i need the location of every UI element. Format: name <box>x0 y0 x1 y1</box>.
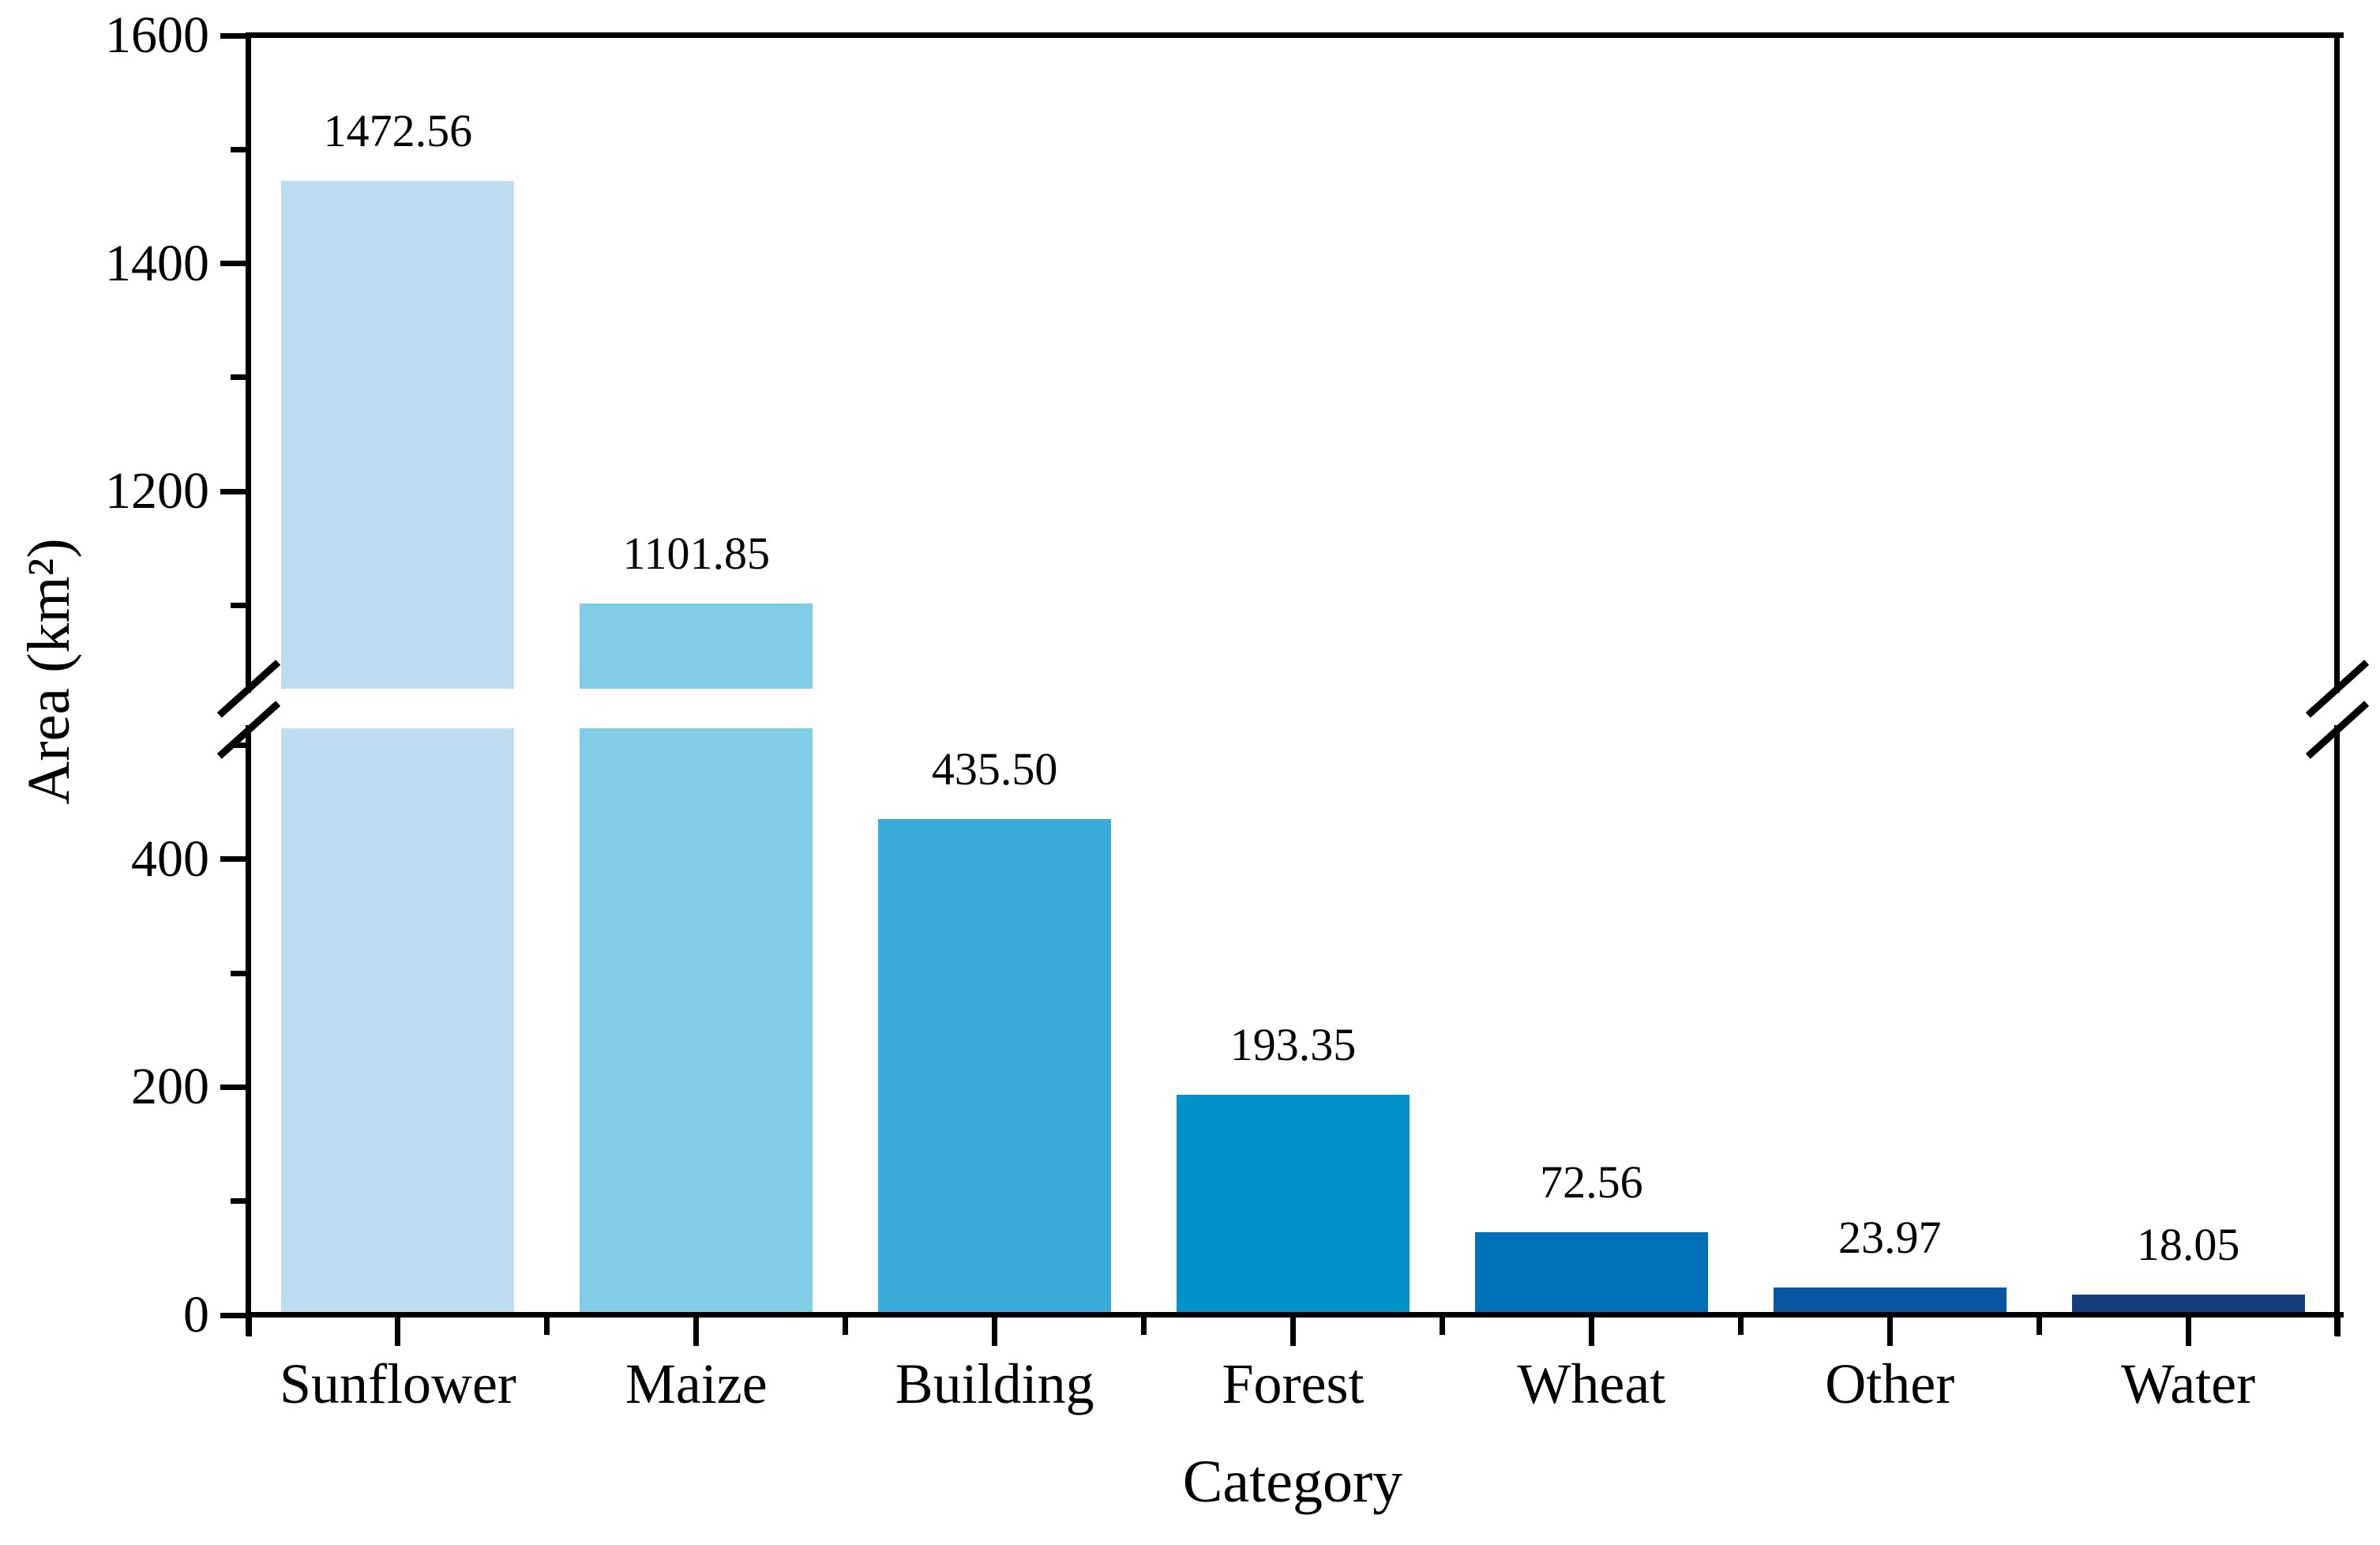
y-tick-minor <box>230 970 246 976</box>
bar-value-label: 435.50 <box>931 742 1058 795</box>
y-tick-label: 0 <box>183 1286 209 1344</box>
y-tick-minor <box>230 742 246 749</box>
bar-value-label: 18.05 <box>2136 1218 2240 1270</box>
bar <box>1177 1095 1410 1315</box>
y-axis-upper-segment <box>246 32 251 693</box>
x-tick-minor <box>544 1318 550 1335</box>
right-axis-upper-segment <box>2334 32 2340 693</box>
y-tick-major <box>220 1312 246 1318</box>
y-axis-title: Area (km²) <box>16 538 82 805</box>
x-axis-corner-tick-left <box>246 1318 252 1336</box>
x-axis-title: Category <box>1182 1449 1403 1515</box>
y-tick-minor <box>230 374 246 381</box>
bar-upper-segment <box>580 603 813 689</box>
x-tick-minor <box>1439 1318 1445 1335</box>
x-tick-major <box>693 1318 700 1346</box>
y-tick-label: 1600 <box>105 6 209 64</box>
y-axis-lower-segment <box>246 725 251 1336</box>
bar-value-label: 1101.85 <box>622 527 770 579</box>
bar <box>1774 1288 2006 1315</box>
bar-value-label: 23.97 <box>1838 1212 1942 1264</box>
bar <box>1475 1232 1708 1315</box>
x-tick-minor <box>1737 1318 1744 1335</box>
bar <box>878 818 1111 1315</box>
y-tick-label: 200 <box>131 1058 209 1116</box>
x-tick-minor <box>2036 1318 2042 1335</box>
x-tick-major <box>395 1318 401 1346</box>
category-label: Water <box>2121 1352 2256 1415</box>
x-tick-major <box>1588 1318 1594 1346</box>
right-axis-lower-segment <box>2334 725 2340 1336</box>
bar-lower-segment <box>580 728 813 1315</box>
plot-border-top <box>246 32 2344 38</box>
y-tick-minor <box>230 603 246 609</box>
category-label: Building <box>895 1352 1094 1415</box>
category-label: Forest <box>1222 1352 1365 1415</box>
category-label: Maize <box>625 1352 768 1415</box>
bar-value-label: 72.56 <box>1540 1156 1643 1209</box>
y-tick-label: 1200 <box>105 462 209 521</box>
bar-value-label: 193.35 <box>1229 1019 1357 1071</box>
x-tick-major <box>1886 1318 1893 1346</box>
y-tick-major <box>220 32 246 39</box>
y-tick-major <box>220 261 246 267</box>
bar-upper-segment <box>281 180 514 689</box>
x-tick-major <box>1290 1318 1296 1346</box>
x-axis-corner-tick-right <box>2334 1318 2341 1336</box>
bar-value-label: 1472.56 <box>323 104 473 156</box>
x-axis-line <box>246 1312 2344 1318</box>
y-tick-label: 1400 <box>105 234 209 292</box>
x-tick-major <box>2185 1318 2191 1346</box>
y-tick-major <box>220 1084 246 1090</box>
x-tick-minor <box>843 1318 849 1335</box>
y-tick-label: 400 <box>131 829 209 888</box>
y-tick-minor <box>230 1198 246 1205</box>
x-tick-major <box>992 1318 998 1346</box>
y-tick-minor <box>230 146 246 152</box>
x-tick-minor <box>1141 1318 1147 1335</box>
category-label: Wheat <box>1517 1352 1666 1415</box>
category-label: Sunflower <box>279 1352 516 1415</box>
bar-lower-segment <box>281 728 514 1315</box>
y-tick-major <box>220 488 246 494</box>
y-tick-major <box>220 856 246 863</box>
bar <box>2072 1294 2305 1315</box>
category-label: Other <box>1825 1352 1955 1415</box>
